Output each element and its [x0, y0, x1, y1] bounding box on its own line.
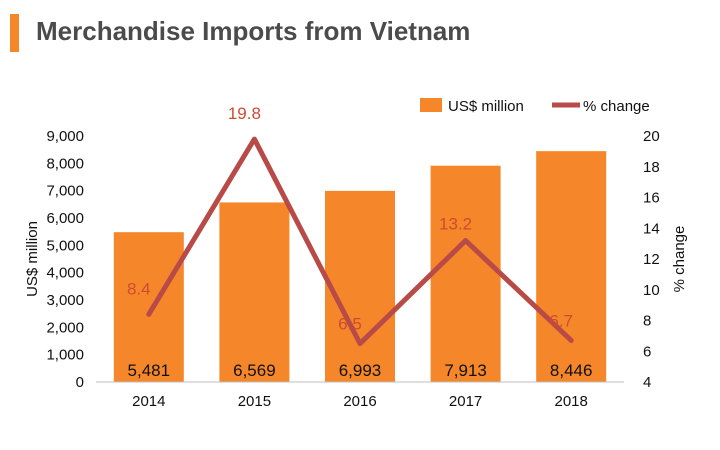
x-tick-label: 2016	[343, 393, 376, 410]
x-tick-label: 2015	[238, 393, 271, 410]
bar-2017	[430, 165, 501, 382]
y-tick-label: 8,000	[46, 155, 84, 172]
y-tick-label: 6,000	[46, 210, 84, 227]
bar-data-label: 8,446	[550, 361, 593, 380]
bar-data-label: 6,993	[339, 361, 382, 380]
chart-title: Merchandise Imports from Vietnam	[36, 16, 471, 46]
y2-axis-title: % change	[671, 226, 688, 293]
y-tick-label: 3,000	[46, 292, 84, 309]
y-tick-label: 4,000	[46, 265, 84, 282]
legend-label-bar: US$ million	[448, 98, 524, 115]
bar-data-label: 7,913	[444, 361, 487, 380]
y-axis-title: US$ million	[24, 221, 41, 297]
x-tick-label: 2017	[449, 393, 482, 410]
y2-tick-label: 6	[643, 343, 651, 360]
line-data-label: 6.7	[549, 311, 573, 330]
y2-tick-label: 8	[643, 313, 651, 330]
y-tick-label: 2,000	[46, 319, 84, 336]
bar-2014	[113, 232, 184, 382]
series-line-pct-change	[146, 136, 574, 347]
bar-data-label: 6,569	[233, 361, 276, 380]
line-data-label: 8.4	[127, 279, 151, 298]
y-tick-label: 1,000	[46, 347, 84, 364]
line-data-label: 19.8	[228, 104, 261, 123]
line-data-label: 13.2	[439, 215, 472, 234]
y2-tick-label: 12	[643, 251, 660, 268]
y2-tick-label: 20	[643, 128, 660, 145]
y2-tick-label: 16	[643, 190, 660, 207]
title-accent-bar	[10, 14, 19, 52]
y-tick-label: 0	[76, 374, 84, 391]
legend-label-line: % change	[583, 98, 650, 115]
bar-2016	[325, 190, 395, 382]
line-data-label: 6.5	[338, 315, 362, 334]
bar-2015	[219, 202, 290, 382]
legend-swatch-bar	[420, 98, 442, 112]
x-tick-label: 2014	[132, 393, 165, 410]
y2-tick-label: 18	[643, 159, 660, 176]
y2-tick-label: 10	[643, 282, 660, 299]
bar-2018	[536, 151, 607, 382]
y2-tick-label: 4	[643, 374, 651, 391]
y-tick-label: 5,000	[46, 237, 84, 254]
x-tick-label: 2018	[555, 393, 588, 410]
bar-data-label: 5,481	[128, 361, 171, 380]
y2-tick-label: 14	[643, 220, 660, 237]
y-tick-label: 7,000	[46, 183, 84, 200]
y-tick-label: 9,000	[46, 128, 84, 145]
